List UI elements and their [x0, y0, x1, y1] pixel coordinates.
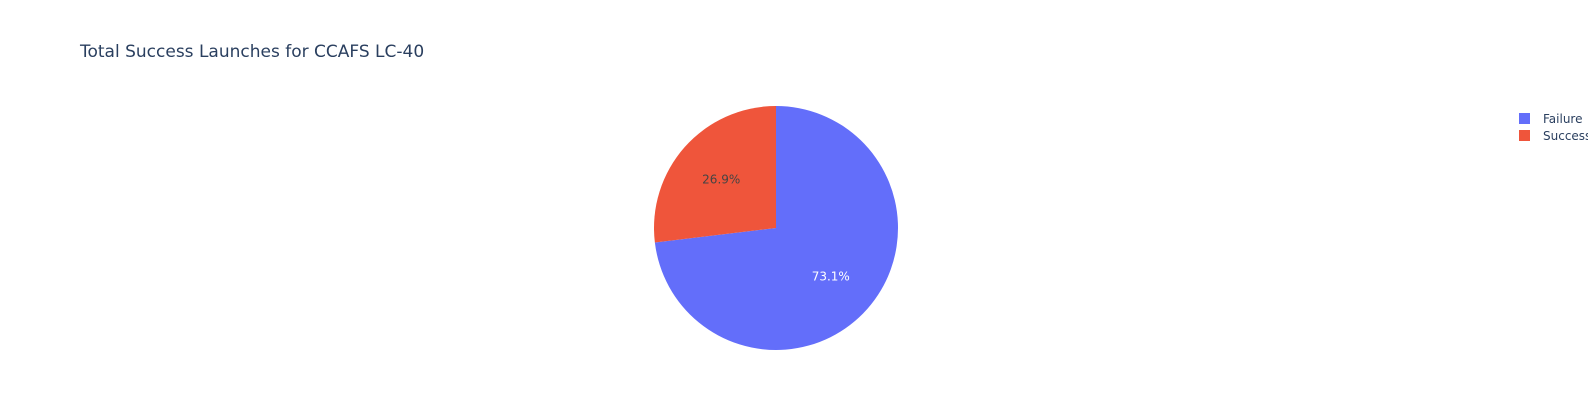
legend-swatch-success — [1519, 130, 1530, 141]
pie-slice-failure[interactable] — [654, 106, 898, 351]
chart-title: Total Success Launches for CCAFS LC-40 — [80, 42, 425, 62]
slice-label-success: 26.9% — [702, 172, 740, 186]
legend-swatch-failure — [1519, 113, 1530, 124]
legend-label-success: Success — [1543, 128, 1588, 143]
legend-label-failure: Failure — [1543, 111, 1583, 126]
slice-label-failure: 73.1% — [812, 270, 850, 284]
legend-item-failure[interactable]: Failure — [1519, 110, 1588, 127]
legend: Failure Success — [1519, 110, 1588, 144]
legend-item-success[interactable]: Success — [1519, 127, 1588, 144]
pie-slice-success[interactable] — [654, 106, 776, 243]
